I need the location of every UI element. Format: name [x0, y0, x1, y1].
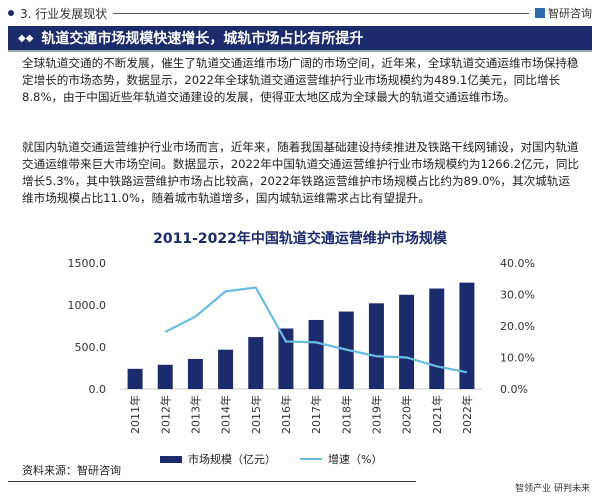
legend: 市场规模（亿元） 增速（%）	[160, 451, 382, 467]
footer-divider	[8, 481, 416, 482]
y-left-tick-label: 1500.0	[68, 257, 107, 270]
section-title: 3. 行业发展现状	[20, 6, 108, 21]
legend-bar-label: 市场规模（亿元）	[188, 453, 276, 466]
chart-title: 2011-2022年中国轨道交通运营维护市场规模	[153, 231, 447, 247]
x-tick-label: 2017年	[309, 395, 323, 434]
x-tick-label: 2022年	[460, 395, 474, 434]
diamond-icon: ◆◆	[18, 32, 34, 44]
x-tick-label: 2016年	[279, 395, 293, 434]
y-right-tick-label: 40.0%	[500, 257, 535, 270]
bar	[308, 319, 324, 389]
banner: ◆◆ 轨道交通市场规模快速增长，城轨市场占比有所提升	[8, 26, 592, 52]
y-right-tick-label: 20.0%	[500, 320, 535, 333]
section-header: 3. 行业发展现状 智研咨询	[8, 4, 592, 22]
bar	[368, 303, 384, 389]
bar	[429, 288, 445, 389]
x-tick-label: 2012年	[158, 395, 172, 434]
paragraph: 全球轨道交通的不断发展，催生了轨道交通运维市场广阔的市场空间，近年来，全球轨道交…	[22, 56, 579, 104]
y-left-tick-label: 500.0	[75, 341, 107, 354]
bar	[187, 358, 203, 389]
logo-icon	[535, 8, 545, 18]
bar	[248, 337, 264, 389]
bar	[399, 294, 415, 389]
bar	[127, 368, 143, 389]
legend-bar-swatch	[160, 455, 182, 463]
legend-line-label: 增速（%）	[328, 453, 383, 466]
y-left-tick-label: 0.0	[89, 383, 107, 396]
y-right-tick-label: 10.0%	[500, 352, 535, 365]
source-note: 资料来源：智研咨询	[22, 464, 121, 477]
x-tick-label: 2019年	[369, 395, 383, 434]
legend-line-swatch	[300, 458, 322, 460]
x-tick-label: 2021年	[430, 395, 444, 434]
x-tick-label: 2014年	[219, 395, 233, 434]
y-right-tick-label: 30.0%	[500, 289, 535, 302]
divider	[113, 12, 529, 14]
bar	[157, 364, 173, 389]
brand-logo: 智研咨询	[535, 5, 592, 21]
x-tick-label: 2018年	[339, 395, 353, 434]
x-tick-label: 2020年	[400, 395, 414, 434]
bullet-icon	[8, 10, 14, 16]
bar	[218, 349, 234, 389]
y-left-tick-label: 1000.0	[68, 299, 107, 312]
banner-title: 轨道交通市场规模快速增长，城轨市场占比有所提升	[41, 31, 364, 47]
x-tick-label: 2013年	[188, 395, 202, 434]
paragraph: 就国内轨道交通运营维护行业市场而言，近年来，随着我国基础建设持续推进及铁路干线网…	[22, 140, 580, 205]
brand-name: 智研咨询	[548, 7, 592, 20]
x-tick-label: 2011年	[128, 395, 142, 434]
bar	[459, 282, 475, 389]
bar	[278, 328, 294, 389]
y-right-tick-label: 0.0%	[500, 383, 528, 396]
slogan: 智领产业 研判未来	[515, 484, 590, 494]
x-tick-label: 2015年	[249, 395, 263, 434]
